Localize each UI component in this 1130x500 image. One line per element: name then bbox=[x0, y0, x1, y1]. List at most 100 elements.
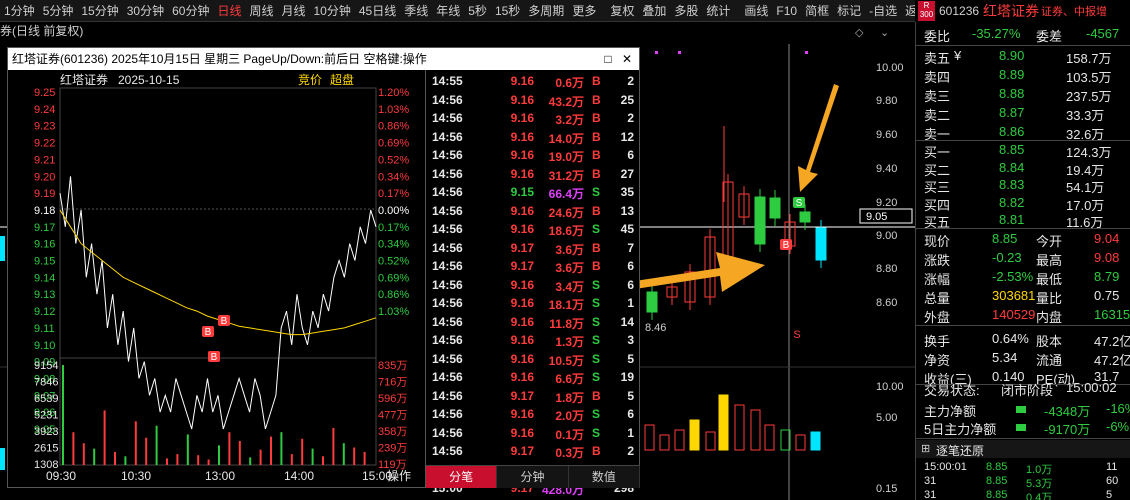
toolbar-6[interactable]: 周线 bbox=[249, 4, 274, 18]
toolbar-22[interactable]: 简框 bbox=[805, 4, 830, 18]
intraday-chart[interactable]: 红塔证券 2025-10-15 竞价 超盘 9.25 9.24 9.23 9.22 9.21 9.… bbox=[8, 70, 424, 487]
toolbar-5[interactable]: 日线 bbox=[217, 4, 242, 18]
toolbar-10[interactable]: 季线 bbox=[404, 4, 429, 18]
mini-volume-bar bbox=[155, 425, 158, 465]
tick-row: 14:56 9.16 18.6万 S 45 bbox=[426, 220, 640, 238]
toolbar-4[interactable]: 60分钟 bbox=[172, 4, 210, 18]
candle-body bbox=[769, 197, 781, 219]
stock-name[interactable]: 红塔证券 bbox=[983, 3, 1040, 19]
volume-bar bbox=[674, 429, 685, 451]
tick-restore-header[interactable]: ⊞ 逐笔还原 bbox=[916, 440, 1130, 458]
tick-vol: 3.6万 bbox=[555, 242, 584, 257]
bid-volume: 11.6万 bbox=[1066, 215, 1104, 230]
tick-row: 14:56 9.17 0.3万 B 2 bbox=[426, 442, 640, 460]
price-axis-label: 8.60 bbox=[876, 297, 897, 309]
mini-volume-bar bbox=[363, 451, 366, 465]
toolbar-14[interactable]: 多周期 bbox=[528, 4, 565, 18]
mini-volume-bar bbox=[218, 445, 220, 465]
toolbar-11[interactable]: 年线 bbox=[436, 4, 461, 18]
tick-price: 9.16 bbox=[510, 314, 534, 329]
toolbar-23[interactable]: 标记 bbox=[837, 4, 862, 18]
toolbar-2[interactable]: 15分钟 bbox=[81, 4, 119, 18]
tick-price: 9.16 bbox=[510, 74, 534, 88]
toolbar-18[interactable]: 多股 bbox=[674, 4, 699, 18]
mini-volume-bar bbox=[311, 448, 314, 465]
ask-label: 卖三 bbox=[924, 89, 951, 104]
candle-body bbox=[799, 211, 811, 223]
ask-row: 卖五 ¥8.90 158.7万 bbox=[916, 47, 1130, 66]
tick-restore-title: 逐笔还原 bbox=[936, 444, 985, 458]
mini-price-label: 9.20 bbox=[34, 171, 55, 183]
tick-side: B bbox=[592, 388, 601, 403]
tab-1[interactable]: 分钟 bbox=[497, 466, 569, 488]
toolbar-24[interactable]: -自选 bbox=[869, 4, 898, 18]
tick-restore-row: 31 8.85 5.3万 60 bbox=[916, 474, 1130, 493]
mini-price-label: 9.11 bbox=[34, 323, 55, 335]
main-flow-5d-row: 5日主力净额 -9170万 -6% bbox=[916, 418, 1130, 437]
mini-price-label: 9.12 bbox=[34, 306, 55, 318]
main-flow-5d-value: -9170万 bbox=[1044, 422, 1091, 437]
tr-vol: 0.4万 bbox=[1026, 492, 1053, 500]
toolbar-21[interactable]: F10 bbox=[776, 3, 798, 18]
tick-time: 14:56 bbox=[432, 333, 463, 347]
mini-vol-label: 5231 bbox=[34, 410, 58, 422]
tick-time: 14:56 bbox=[432, 185, 463, 199]
toolbar-7[interactable]: 月线 bbox=[281, 4, 306, 18]
toolbar-3[interactable]: 30分钟 bbox=[126, 4, 165, 18]
toolbar-0[interactable]: 1分钟 bbox=[4, 4, 35, 18]
mini-volume-bar bbox=[270, 436, 272, 465]
tab-2[interactable]: 数值 bbox=[568, 466, 640, 488]
toolbar-1[interactable]: 5分钟 bbox=[42, 4, 74, 18]
tick-side: S bbox=[592, 314, 601, 329]
toolbar-15[interactable]: 更多 bbox=[572, 4, 597, 18]
mini-volume-bar bbox=[280, 432, 283, 465]
stat-value-2: 31.7 bbox=[1094, 369, 1120, 384]
toolbar-20[interactable]: 画线 bbox=[744, 4, 769, 18]
tick-vol: 3.4万 bbox=[555, 279, 584, 294]
toolbar-19[interactable]: 统计 bbox=[706, 4, 731, 18]
toolbar-17[interactable]: 叠加 bbox=[642, 4, 667, 18]
tick-side: S bbox=[592, 222, 601, 236]
stat-row: 总量 303681 量比 0.75 bbox=[916, 287, 1130, 306]
toolbar-9[interactable]: 45日线 bbox=[358, 4, 397, 18]
stock-code: 601236 bbox=[939, 4, 980, 18]
candle-body bbox=[754, 196, 766, 245]
tick-count: 7 bbox=[627, 240, 634, 255]
trade-marker-label: B bbox=[205, 327, 212, 338]
mini-volume-bar bbox=[124, 456, 127, 465]
chevron-down-icon: ⌄ bbox=[880, 27, 889, 39]
stock-tags: 证券、中报增 bbox=[1041, 6, 1108, 18]
toolbar-12[interactable]: 5秒 bbox=[468, 4, 487, 18]
trade-marker-label: B bbox=[211, 352, 218, 363]
tick-count: 2 bbox=[627, 444, 634, 458]
tick-time: 14:56 bbox=[432, 240, 463, 255]
volume-bar bbox=[0, 448, 5, 470]
tr-time: 31 bbox=[924, 489, 937, 500]
time-label: 15:00 bbox=[362, 469, 392, 483]
restore-icon[interactable]: □ bbox=[604, 52, 612, 66]
flow-bar bbox=[1016, 424, 1026, 431]
toolbar-16[interactable]: 复权 bbox=[610, 4, 635, 18]
toolbar-8[interactable]: 10分钟 bbox=[313, 4, 351, 18]
popup-title-bar[interactable]: 红塔证券(601236) 2025年10月15日 星期三 PageUp/Down… bbox=[8, 48, 639, 70]
toolbar-25[interactable]: 返回 bbox=[901, 2, 915, 19]
close-icon[interactable]: ✕ bbox=[621, 52, 633, 66]
tick-count: 1 bbox=[627, 425, 634, 440]
tick-count: 19 bbox=[620, 370, 634, 384]
mini-volume-bar bbox=[103, 410, 106, 465]
diff-value: -4567 bbox=[1086, 26, 1120, 41]
tick-row: 14:56 9.16 43.2万 B 25 bbox=[426, 91, 640, 109]
tick-row: 14:56 9.16 3.2万 B 2 bbox=[426, 109, 640, 127]
mini-price-label: 9.07 bbox=[34, 390, 55, 402]
stat-label-2: 最高 bbox=[1036, 253, 1063, 268]
toolbar-13[interactable]: 15秒 bbox=[494, 4, 521, 18]
mini-price-label: 9.06 bbox=[34, 407, 55, 419]
price-axis-label: 9.80 bbox=[876, 95, 897, 107]
bid-volume: 124.3万 bbox=[1066, 145, 1112, 160]
price-tag-box bbox=[859, 208, 913, 224]
tab-0[interactable]: 分笔 bbox=[426, 466, 498, 488]
stat-value-2: 8.79 bbox=[1094, 269, 1120, 284]
trade-marker-label: B bbox=[783, 240, 790, 251]
candle-body bbox=[0, 236, 5, 261]
volume-bar bbox=[734, 404, 745, 451]
